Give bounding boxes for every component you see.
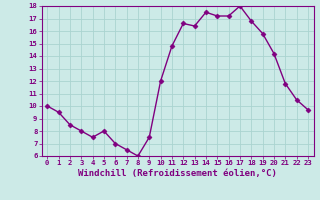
X-axis label: Windchill (Refroidissement éolien,°C): Windchill (Refroidissement éolien,°C) (78, 169, 277, 178)
